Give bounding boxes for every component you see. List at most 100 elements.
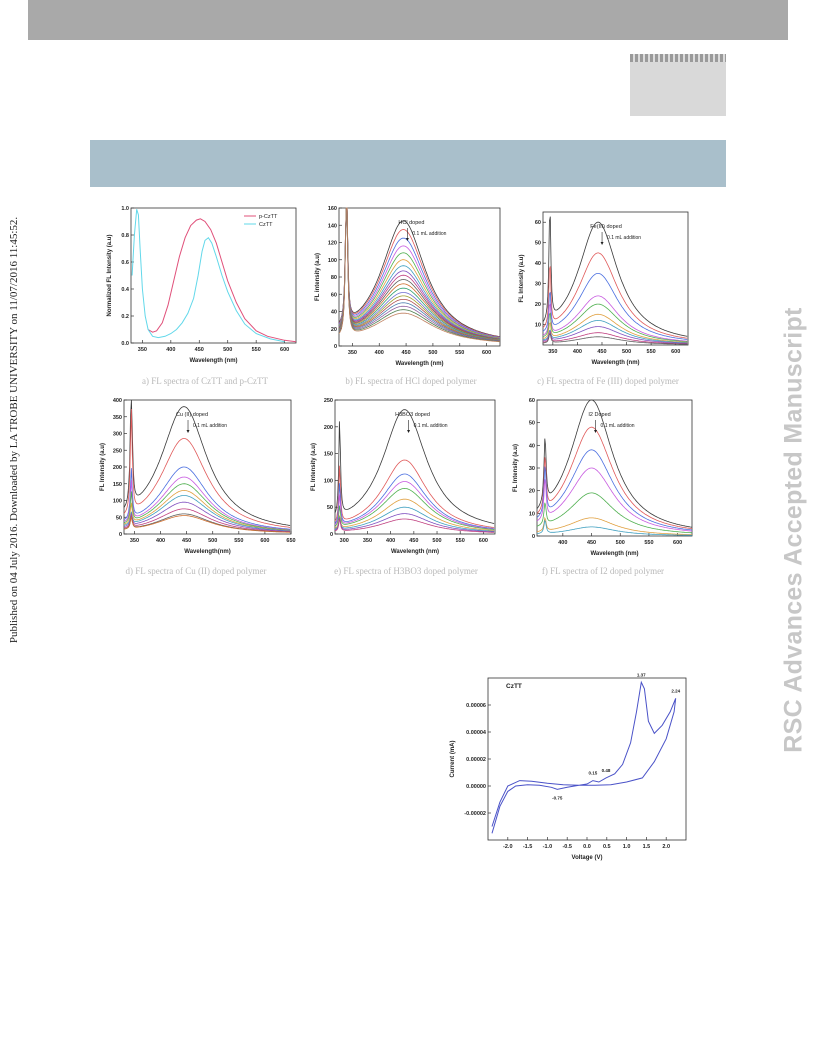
arrow-head <box>186 430 190 433</box>
publication-sidebar: Published on 04 July 2016. Downloaded by… <box>4 190 24 670</box>
spectrum-line <box>123 399 291 526</box>
spectrum-line <box>338 207 501 343</box>
spectrum-line <box>536 467 693 532</box>
chart-title: CzTT <box>506 683 522 690</box>
spectrum-line <box>536 492 693 534</box>
spectrum-line <box>334 487 495 530</box>
y-tick-label: 40 <box>529 443 535 449</box>
y-tick-label: 0.0 <box>121 341 129 347</box>
plot-frame <box>542 211 689 346</box>
y-tick-label: 1.0 <box>121 206 129 212</box>
spectrum-line <box>338 207 500 342</box>
series-line <box>147 218 297 343</box>
spectrum-line <box>334 409 495 524</box>
doping-label: Cu (II) doped <box>176 412 208 418</box>
spectrum-line <box>338 207 501 340</box>
doping-label: Fe(III) doped <box>590 224 622 230</box>
y-tick-label: 50 <box>116 515 122 521</box>
y-tick-label: 30 <box>535 282 541 288</box>
y-tick-label: 100 <box>324 478 333 484</box>
peak-label: 0.15 <box>589 771 598 776</box>
journal-logo <box>630 54 726 116</box>
x-tick-label: 600 <box>479 538 488 544</box>
y-tick-label: 0.00004 <box>466 730 487 736</box>
x-tick-label: 350 <box>548 349 557 355</box>
doping-label: HCl doped <box>398 220 424 226</box>
spectrum-line <box>536 449 693 531</box>
y-tick-label: 30 <box>529 466 535 472</box>
addition-label: 0.1 mL addition <box>414 423 448 429</box>
y-tick-label: 0.00002 <box>466 757 486 763</box>
spectrum-line <box>542 332 688 345</box>
y-tick-label: 0 <box>532 534 535 540</box>
plot-frame <box>130 207 297 344</box>
x-tick-label: 450 <box>182 538 191 544</box>
x-tick-label: 550 <box>456 538 465 544</box>
spectrum-line <box>542 326 688 344</box>
arrow-head <box>405 238 409 241</box>
y-tick-label: 10 <box>535 323 541 329</box>
x-tick-label: 600 <box>671 349 680 355</box>
figure-panel-e: 300 350 400 450 500 550 600 0 50 100 150 200 250 Wave… <box>309 392 501 556</box>
spectrum-line <box>123 408 291 528</box>
y-axis-label: FL intensity (a.u) <box>315 253 321 301</box>
x-tick-label: 400 <box>166 347 175 353</box>
plot-frame <box>334 399 496 535</box>
x-tick-label: 2.0 <box>662 844 670 850</box>
spectrum-line <box>338 207 501 339</box>
figure-panel-c: 350 400 450 500 550 600 10 20 30 40 50 60 Wavelength… <box>517 204 694 367</box>
y-tick-label: 0 <box>119 532 122 538</box>
figure-panel-d: 350 400 450 500 550 600 650 0 50 100 150 200 250 300 3… <box>98 392 297 556</box>
peak-label: 0.48 <box>602 768 611 773</box>
caption-b: b) FL spectra of HCl doped polymer <box>345 376 477 386</box>
y-tick-label: 150 <box>324 452 333 458</box>
x-tick-label: 1.5 <box>643 844 651 850</box>
spectrum-line <box>123 495 291 532</box>
y-tick-label: 20 <box>529 489 535 495</box>
cv-chart: -2.0 -1.5 -1.0 -0.5 0.0 0.5 1.0 1.5 2.0 -0.00002 0… <box>450 672 687 861</box>
x-tick-label: 550 <box>455 350 464 356</box>
x-tick-label: 450 <box>597 349 606 355</box>
y-tick-label: 0.00006 <box>466 703 486 709</box>
spectrum-line <box>338 207 501 339</box>
x-tick-label: 350 <box>363 538 372 544</box>
y-tick-label: 20 <box>535 302 541 308</box>
y-tick-label: 400 <box>113 398 122 404</box>
y-tick-label: 300 <box>113 432 122 438</box>
plot-frame <box>487 677 687 841</box>
addition-label: 0.1 mL addition <box>412 231 446 237</box>
y-tick-label: 0.2 <box>121 314 129 320</box>
spectrum-line <box>338 207 501 338</box>
x-axis-label: Voltage (V) <box>572 855 603 861</box>
legend-label: CzTT <box>259 222 273 228</box>
spectrum-line <box>338 207 501 339</box>
fl-chart-e: 300 350 400 450 500 550 600 0 50 100 150 200 250 Wave… <box>311 398 496 555</box>
spectrum-line <box>536 426 693 530</box>
figure-panel-a: 350 400 450 500 550 600 0.0 0.2 0.4 0.6 0.8 1.0 Wave… <box>105 200 302 365</box>
spectrum-line <box>338 207 501 338</box>
spectrum-line <box>334 518 495 533</box>
spectrum-line <box>338 207 501 341</box>
peak-label: 2.24 <box>671 688 680 693</box>
spectrum-line <box>334 481 495 530</box>
y-tick-label: 250 <box>324 398 333 404</box>
accepted-manuscript-watermark: RSC Advances Accepted Manuscript <box>779 307 808 753</box>
x-tick-label: -0.5 <box>562 844 571 850</box>
x-tick-label: 350 <box>138 347 147 353</box>
y-tick-label: 150 <box>113 482 122 488</box>
doping-label: I2 Doped <box>588 412 610 418</box>
x-tick-label: 600 <box>673 540 682 546</box>
y-tick-label: 0.4 <box>121 287 130 293</box>
x-tick-label: 600 <box>280 347 289 353</box>
spectrum-line <box>536 519 692 536</box>
x-tick-label: 600 <box>482 350 491 356</box>
y-tick-label: 120 <box>328 241 337 247</box>
addition-label: 0.1 mL addition <box>193 423 227 429</box>
header-bar <box>28 0 788 40</box>
y-tick-label: 10 <box>529 511 535 517</box>
y-tick-label: 80 <box>331 275 337 281</box>
arrow-head <box>600 242 604 245</box>
x-tick-label: 500 <box>208 538 217 544</box>
x-tick-label: 400 <box>375 350 384 356</box>
spectrum-line <box>338 207 501 341</box>
